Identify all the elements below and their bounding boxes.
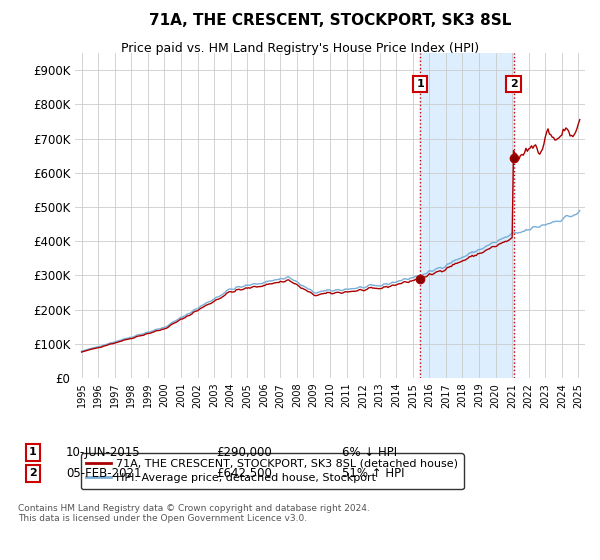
Text: 51% ↑ HPI: 51% ↑ HPI — [342, 466, 404, 480]
Legend: 71A, THE CRESCENT, STOCKPORT, SK3 8SL (detached house), HPI: Average price, deta: 71A, THE CRESCENT, STOCKPORT, SK3 8SL (d… — [80, 454, 464, 489]
Bar — [420, 53, 514, 378]
Text: 2: 2 — [29, 468, 37, 478]
Title: 71A, THE CRESCENT, STOCKPORT, SK3 8SL: 71A, THE CRESCENT, STOCKPORT, SK3 8SL — [149, 13, 511, 29]
Text: 2: 2 — [510, 79, 518, 89]
Text: 6% ↓ HPI: 6% ↓ HPI — [342, 446, 397, 459]
Text: 1: 1 — [29, 447, 37, 458]
Text: Contains HM Land Registry data © Crown copyright and database right 2024.
This d: Contains HM Land Registry data © Crown c… — [18, 504, 370, 524]
Text: £290,000: £290,000 — [216, 446, 272, 459]
Text: 1: 1 — [416, 79, 424, 89]
Text: 10-JUN-2015: 10-JUN-2015 — [66, 446, 140, 459]
Text: Price paid vs. HM Land Registry's House Price Index (HPI): Price paid vs. HM Land Registry's House … — [121, 42, 479, 55]
Text: £642,500: £642,500 — [216, 466, 272, 480]
Text: 05-FEB-2021: 05-FEB-2021 — [66, 466, 142, 480]
